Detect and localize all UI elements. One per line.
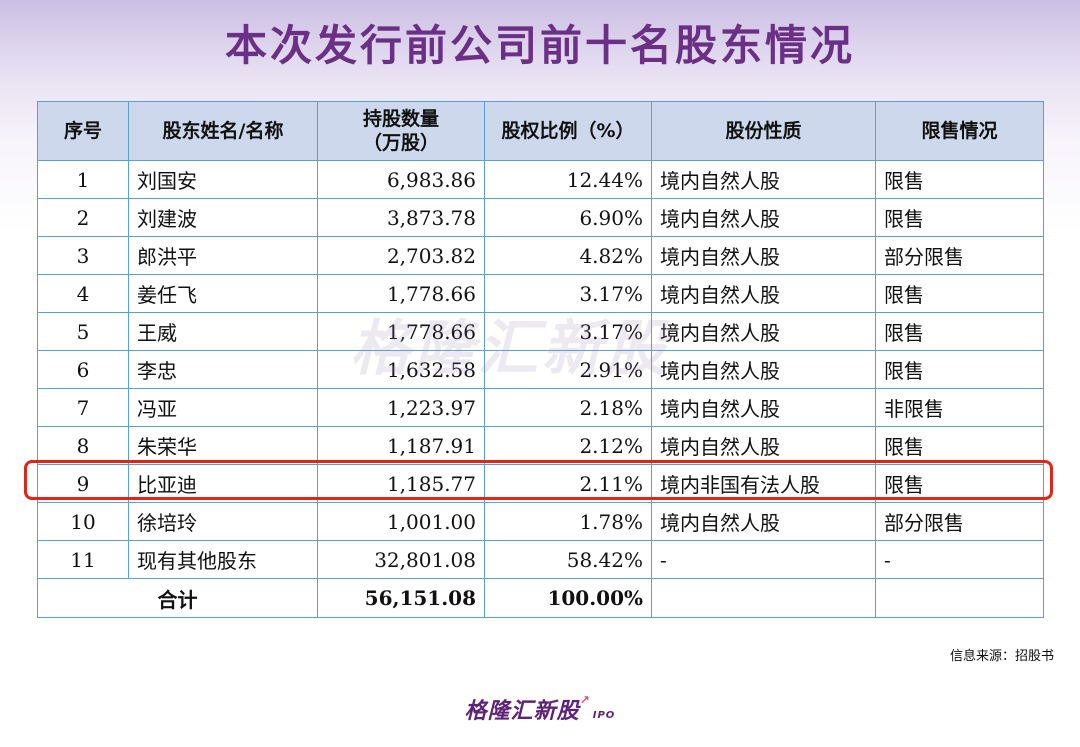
cell-nature: 境内自然人股: [651, 350, 876, 389]
cell-shares: 1,185.77: [317, 464, 485, 503]
cell-restriction: 限售: [875, 312, 1044, 351]
cell-name: 刘建波: [128, 198, 318, 237]
cell-name: 比亚迪: [128, 464, 318, 503]
table-row: 10 徐培玲 1,001.00 1.78% 境内自然人股 部分限售: [37, 502, 1044, 541]
total-shares: 56,151.08: [317, 578, 485, 618]
table-row: 1 刘国安 6,983.86 12.44% 境内自然人股 限售: [37, 160, 1044, 199]
header-shares-line1: 持股数量: [362, 108, 439, 130]
cell-name: 王威: [128, 312, 318, 351]
cell-name: 姜任飞: [128, 274, 318, 313]
source-note: 信息来源：招股书: [949, 649, 1054, 664]
cell-ratio: 3.17%: [484, 312, 652, 351]
total-restriction-empty: [875, 578, 1044, 618]
cell-seq: 6: [37, 350, 129, 389]
cell-restriction: 限售: [875, 198, 1044, 237]
cell-seq: 9: [37, 464, 129, 503]
cell-shares: 1,187.91: [317, 426, 485, 465]
cell-ratio: 12.44%: [484, 160, 652, 199]
table-row: 6 李忠 1,632.58 2.91% 境内自然人股 限售: [37, 350, 1044, 389]
cell-name: 朱荣华: [128, 426, 318, 465]
header-shares-line2: （万股）: [362, 132, 439, 154]
logo-ipo: IPO: [592, 710, 616, 721]
header-ratio: 股权比例（%）: [484, 101, 652, 161]
cell-seq: 8: [37, 426, 129, 465]
cell-ratio: 2.11%: [484, 464, 652, 503]
cell-shares: 1,223.97: [317, 388, 485, 427]
cell-name: 郎洪平: [128, 236, 318, 275]
cell-shares: 1,778.66: [317, 274, 485, 313]
header-nature: 股份性质: [651, 101, 876, 161]
cell-restriction: 非限售: [875, 388, 1044, 427]
cell-shares: 1,632.58: [317, 350, 485, 389]
cell-restriction: 限售: [875, 350, 1044, 389]
cell-shares: 3,873.78: [317, 198, 485, 237]
cell-ratio: 4.82%: [484, 236, 652, 275]
cell-ratio: 6.90%: [484, 198, 652, 237]
total-ratio: 100.00%: [484, 578, 652, 618]
cell-nature: 境内非国有法人股: [651, 464, 876, 503]
table-row: 4 姜任飞 1,778.66 3.17% 境内自然人股 限售: [37, 274, 1044, 313]
cell-restriction: 限售: [875, 274, 1044, 313]
cell-nature: 境内自然人股: [651, 312, 876, 351]
cell-name: 李忠: [128, 350, 318, 389]
cell-restriction: 限售: [875, 464, 1044, 503]
cell-seq: 11: [37, 540, 129, 579]
table-row: 7 冯亚 1,223.97 2.18% 境内自然人股 非限售: [37, 388, 1044, 427]
cell-name: 现有其他股东: [128, 540, 318, 579]
cell-name: 冯亚: [128, 388, 318, 427]
cell-restriction: 限售: [875, 426, 1044, 465]
cell-name: 徐培玲: [128, 502, 318, 541]
cell-seq: 2: [37, 198, 129, 237]
cell-nature: 境内自然人股: [651, 274, 876, 313]
cell-seq: 10: [37, 502, 129, 541]
table-row: 3 郎洪平 2,703.82 4.82% 境内自然人股 部分限售: [37, 236, 1044, 275]
header-seq: 序号: [37, 101, 129, 161]
cell-restriction: -: [875, 540, 1044, 579]
cell-ratio: 1.78%: [484, 502, 652, 541]
table-row: 9 比亚迪 1,185.77 2.11% 境内非国有法人股 限售: [37, 464, 1044, 503]
shareholders-table: 序号 股东姓名/名称 持股数量 （万股） 股权比例（%） 股份性质 限售情况 1…: [37, 101, 1044, 618]
total-row: 合计 56,151.08 100.00%: [37, 578, 1044, 618]
cell-nature: 境内自然人股: [651, 236, 876, 275]
table-row: 11 现有其他股东 32,801.08 58.42% - -: [37, 540, 1044, 579]
cell-nature: 境内自然人股: [651, 388, 876, 427]
header-restriction: 限售情况: [875, 101, 1044, 161]
cell-seq: 5: [37, 312, 129, 351]
cell-ratio: 3.17%: [484, 274, 652, 313]
total-nature-empty: [651, 578, 876, 618]
cell-ratio: 58.42%: [484, 540, 652, 579]
cell-seq: 7: [37, 388, 129, 427]
cell-shares: 1,778.66: [317, 312, 485, 351]
table-row: 2 刘建波 3,873.78 6.90% 境内自然人股 限售: [37, 198, 1044, 237]
table-header-row: 序号 股东姓名/名称 持股数量 （万股） 股权比例（%） 股份性质 限售情况: [37, 101, 1044, 161]
cell-seq: 4: [37, 274, 129, 313]
cell-shares: 32,801.08: [317, 540, 485, 579]
cell-name: 刘国安: [128, 160, 318, 199]
logo-text: 格隆汇新股: [464, 699, 580, 724]
table-row: 5 王威 1,778.66 3.17% 境内自然人股 限售: [37, 312, 1044, 351]
cell-shares: 2,703.82: [317, 236, 485, 275]
cell-nature: 境内自然人股: [651, 426, 876, 465]
cell-nature: 境内自然人股: [651, 160, 876, 199]
total-label: 合计: [37, 578, 318, 618]
cell-seq: 1: [37, 160, 129, 199]
cell-seq: 3: [37, 236, 129, 275]
cell-shares: 6,983.86: [317, 160, 485, 199]
cell-nature: 境内自然人股: [651, 502, 876, 541]
cell-shares: 1,001.00: [317, 502, 485, 541]
table-row: 8 朱荣华 1,187.91 2.12% 境内自然人股 限售: [37, 426, 1044, 465]
brand-logo: 格隆汇新股↗IPO: [0, 693, 1080, 725]
cell-ratio: 2.18%: [484, 388, 652, 427]
cell-ratio: 2.12%: [484, 426, 652, 465]
cell-ratio: 2.91%: [484, 350, 652, 389]
cell-restriction: 部分限售: [875, 502, 1044, 541]
cell-nature: 境内自然人股: [651, 198, 876, 237]
page-title: 本次发行前公司前十名股东情况: [224, 21, 855, 70]
logo-arrow-icon: ↗: [579, 693, 591, 707]
header-shares: 持股数量 （万股）: [317, 101, 485, 161]
cell-nature: -: [651, 540, 876, 579]
header-name: 股东姓名/名称: [128, 101, 318, 161]
cell-restriction: 部分限售: [875, 236, 1044, 275]
cell-restriction: 限售: [875, 160, 1044, 199]
